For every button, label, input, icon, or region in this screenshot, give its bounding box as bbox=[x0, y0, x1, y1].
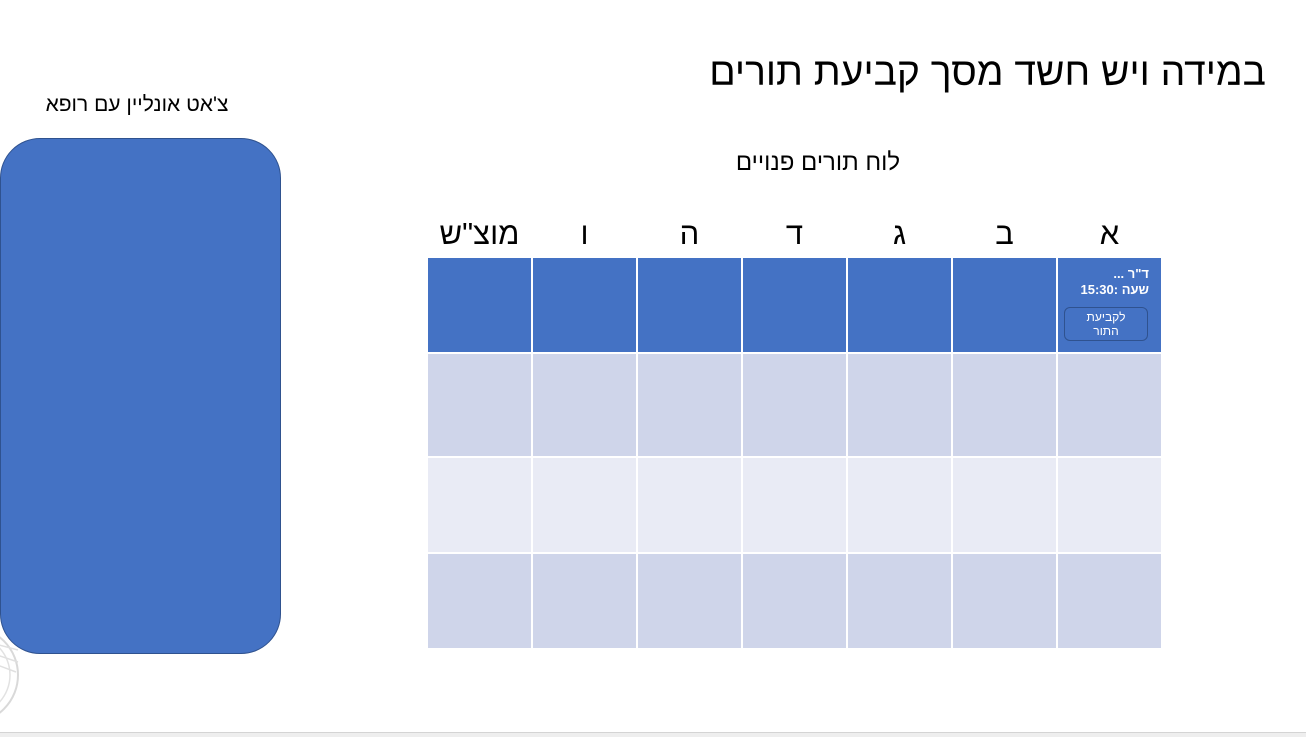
appointment-slot: ד"ר ... שעה :15:30 bbox=[1065, 266, 1149, 298]
schedule-cell[interactable] bbox=[1057, 353, 1162, 457]
book-appointment-button[interactable]: לקביעת התור bbox=[1064, 307, 1148, 341]
schedule-cell[interactable] bbox=[532, 457, 637, 553]
day-header-sun: א bbox=[1099, 216, 1120, 251]
day-header-sat-night: מוצ"ש bbox=[439, 216, 520, 251]
schedule-cell[interactable] bbox=[532, 257, 637, 353]
day-header-wed: ד bbox=[785, 216, 804, 251]
schedule-cell[interactable] bbox=[742, 353, 847, 457]
schedule-cell[interactable] bbox=[742, 553, 847, 649]
schedule-cell[interactable] bbox=[532, 353, 637, 457]
day-header-mon: ב bbox=[995, 216, 1014, 251]
appointment-time: שעה :15:30 bbox=[1080, 282, 1149, 297]
page-title: במידה ויש חשד מסך קביעת תורים bbox=[709, 51, 1266, 94]
schedule-cell[interactable] bbox=[742, 457, 847, 553]
day-header-tue: ג bbox=[892, 216, 907, 251]
schedule-cell[interactable] bbox=[1057, 457, 1162, 553]
day-header-thu: ה bbox=[679, 216, 700, 251]
schedule-cell[interactable] bbox=[847, 553, 952, 649]
schedule-cell[interactable] bbox=[637, 257, 742, 353]
schedule-cell[interactable] bbox=[427, 353, 532, 457]
schedule-cell[interactable] bbox=[952, 257, 1057, 353]
schedule-cell[interactable] bbox=[952, 353, 1057, 457]
schedule-grid: ד"ר ... שעה :15:30 לקביעת התור bbox=[427, 257, 1162, 649]
schedule-cell[interactable] bbox=[952, 553, 1057, 649]
schedule-cell[interactable] bbox=[427, 257, 532, 353]
bottom-edge bbox=[0, 732, 1306, 737]
appointment-doctor: ד"ר ... bbox=[1113, 266, 1149, 281]
schedule-cell[interactable] bbox=[637, 353, 742, 457]
schedule-cell[interactable] bbox=[952, 457, 1057, 553]
chat-title: צ'אט אונליין עם רופא bbox=[45, 93, 229, 116]
schedule-cell[interactable] bbox=[847, 257, 952, 353]
chat-panel[interactable] bbox=[0, 138, 281, 654]
schedule-cell[interactable] bbox=[1057, 553, 1162, 649]
schedule-cell[interactable] bbox=[847, 353, 952, 457]
logo-watermark-icon bbox=[0, 636, 19, 714]
schedule-cell: ד"ר ... שעה :15:30 לקביעת התור bbox=[1057, 257, 1162, 353]
schedule-cell[interactable] bbox=[427, 457, 532, 553]
schedule-cell[interactable] bbox=[847, 457, 952, 553]
schedule-cell[interactable] bbox=[742, 257, 847, 353]
day-headers: א ב ג ד ה ו מוצ"ש bbox=[427, 215, 1162, 253]
day-header-fri: ו bbox=[580, 216, 589, 251]
schedule-cell[interactable] bbox=[532, 553, 637, 649]
schedule-title: לוח תורים פנויים bbox=[735, 149, 901, 176]
schedule-cell[interactable] bbox=[637, 553, 742, 649]
schedule-cell[interactable] bbox=[637, 457, 742, 553]
schedule-cell[interactable] bbox=[427, 553, 532, 649]
